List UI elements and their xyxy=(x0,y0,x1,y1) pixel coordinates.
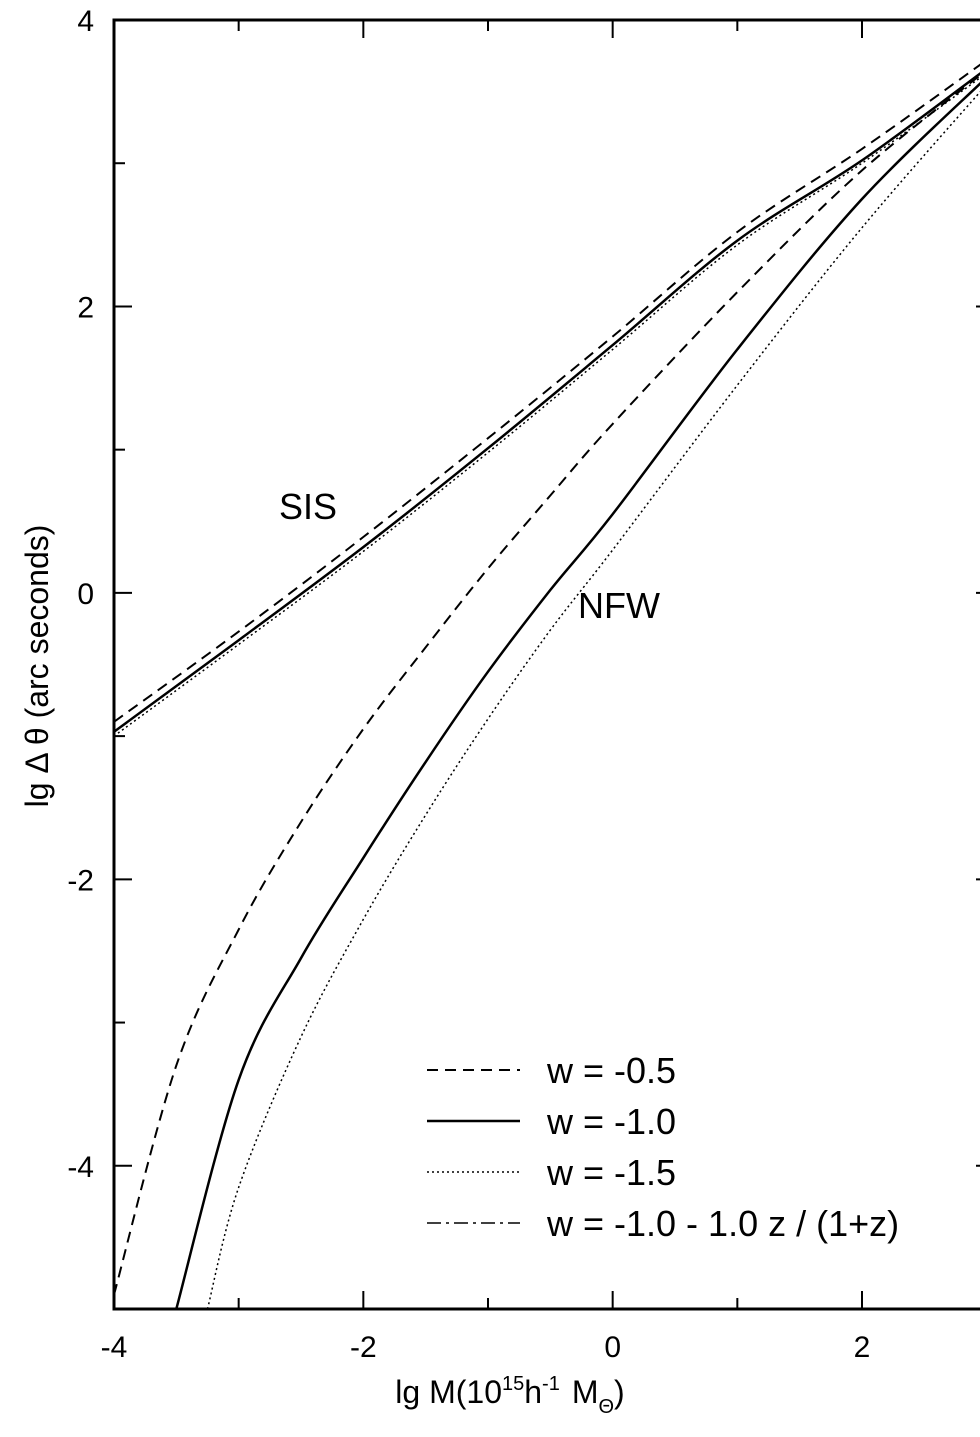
x-label-m: M xyxy=(572,1374,599,1410)
x-label-mid: h xyxy=(524,1374,542,1410)
x-label-exp2: -1 xyxy=(542,1373,560,1395)
x-label-base: lg M(10 xyxy=(395,1374,502,1410)
legend-label-dashed: w = -0.5 xyxy=(546,1050,676,1091)
tick-labels: -4 -2 0 2 -4 -2 0 2 4 xyxy=(67,5,870,1364)
legend-label-solid: w = -1.0 xyxy=(546,1101,676,1142)
y-tick-label: 2 xyxy=(77,291,94,324)
y-tick-label: -2 xyxy=(67,864,94,897)
y-tick-label: 0 xyxy=(77,578,94,611)
x-tick-label: -4 xyxy=(101,1331,128,1364)
y-tick-label: -4 xyxy=(67,1151,94,1184)
x-label-sub: Θ xyxy=(598,1396,614,1418)
x-label-exp1: 15 xyxy=(502,1373,524,1395)
legend: w = -0.5 w = -1.0 w = -1.5 w = -1.0 - 1.… xyxy=(427,1050,899,1244)
series-line-sis-dashed xyxy=(114,63,980,723)
plot-frame xyxy=(112,18,980,1311)
x-tick-label: -2 xyxy=(350,1331,377,1364)
x-label-close: ) xyxy=(614,1374,625,1410)
legend-label-dotted: w = -1.5 xyxy=(546,1152,676,1193)
annotation-sis: SIS xyxy=(279,486,337,527)
legend-label-dashdot: w = -1.0 - 1.0 z / (1+z) xyxy=(546,1203,899,1244)
series-line-sis-solid xyxy=(114,72,980,733)
x-axis-label: lg M(1015h-1 MΘ) xyxy=(395,1373,624,1418)
x-tick-label: 2 xyxy=(854,1331,871,1364)
annotation-nfw: NFW xyxy=(578,585,660,626)
series-line-nfw-dashed xyxy=(114,74,980,1295)
x-tick-label: 0 xyxy=(604,1331,621,1364)
series-line-nfw-solid xyxy=(175,82,980,1309)
y-axis-label: lg Δ θ (arc seconds) xyxy=(19,525,55,808)
series-lines xyxy=(114,63,980,1309)
series-line-sis-dotted xyxy=(114,76,980,737)
y-tick-label: 4 xyxy=(77,5,94,38)
